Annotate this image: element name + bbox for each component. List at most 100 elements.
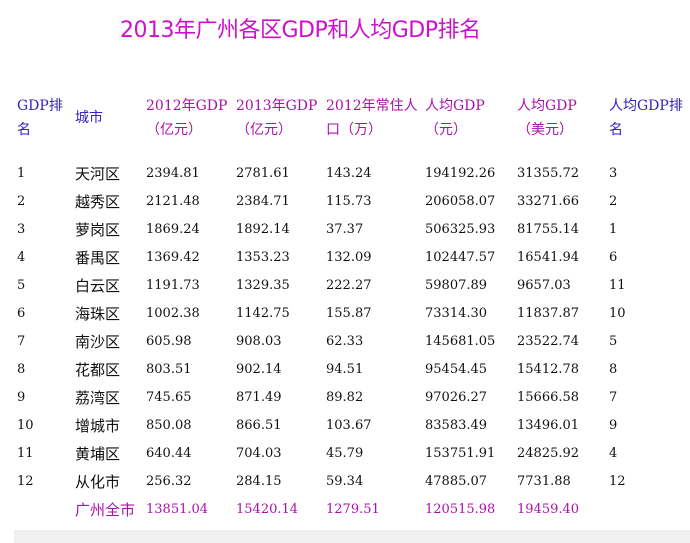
cell-per-capita-cny: 145681.05 <box>425 334 496 349</box>
cell-gdp-2012: 640.44 <box>146 446 192 461</box>
cell-per-capita-cny: 47885.07 <box>425 474 488 489</box>
table-row: 5 白云区 1191.73 1329.35 222.27 59807.89 9657.03 1… <box>14 272 690 300</box>
cell-per-capita-rank: 8 <box>609 362 618 377</box>
cell-per-capita-cny: 59807.89 <box>425 278 488 293</box>
cell-gdp-2012: 803.51 <box>146 362 192 377</box>
cell-city: 黄埔区 <box>75 445 121 463</box>
cell-gdp-2013: 284.15 <box>236 474 282 489</box>
cell-per-capita-cny: 153751.91 <box>425 446 496 461</box>
cell-gdp-2012: 1869.24 <box>146 222 200 237</box>
table-row: 12 从化市 256.32 284.15 59.34 47885.07 7731.88 12 <box>14 468 690 496</box>
table-row: 9 荔湾区 745.65 871.49 89.82 97026.27 15666.58 7 <box>14 384 690 412</box>
cell-per-capita-rank: 7 <box>609 390 618 405</box>
cell-population: 115.73 <box>326 194 372 209</box>
cell-gdp-2012: 605.98 <box>146 334 192 349</box>
cell-population: 132.09 <box>326 250 372 265</box>
table-row: 6 海珠区 1002.38 1142.75 155.87 73314.30 11837.87… <box>14 300 690 328</box>
cell-gdp-rank: 12 <box>17 474 34 489</box>
cell-gdp-2013: 1892.14 <box>236 222 290 237</box>
cell-gdp-rank: 8 <box>17 362 26 377</box>
cell-city: 海珠区 <box>75 305 121 323</box>
cell-per-capita-usd: 11837.87 <box>517 306 580 321</box>
cell-population: 143.24 <box>326 166 372 181</box>
cell-per-capita-rank: 11 <box>609 278 626 293</box>
cell-population: 62.33 <box>326 334 364 349</box>
header-per-capita-rank: 人均GDP排名 <box>609 98 683 138</box>
cell-gdp-2012: 1191.73 <box>146 278 200 293</box>
table-row: 1 天河区 2394.81 2781.61 143.24 194192.26 31355.7… <box>14 160 690 188</box>
cell-city: 从化市 <box>75 473 121 491</box>
cell-gdp-rank: 5 <box>17 278 26 293</box>
cell-gdp-2013: 2384.71 <box>236 194 290 209</box>
cell-gdp-2013: 1329.35 <box>236 278 290 293</box>
cell-per-capita-usd: 23522.74 <box>517 334 580 349</box>
cell-city: 萝岗区 <box>75 221 121 239</box>
total-cell-gdp-2012: 13851.04 <box>146 502 209 517</box>
cell-per-capita-usd: 33271.66 <box>517 194 580 209</box>
cell-city: 番禺区 <box>75 249 121 267</box>
table-header-row: GDP排名 城市 2012年GDP（亿元） 2013年GDP（亿元） 2012年… <box>14 76 690 160</box>
cell-gdp-2012: 2121.48 <box>146 194 200 209</box>
gdp-ranking-table: GDP排名 城市 2012年GDP（亿元） 2013年GDP（亿元） 2012年… <box>14 76 690 524</box>
cell-population: 89.82 <box>326 390 364 405</box>
table-row-total: 广州全市 13851.04 15420.14 1279.51 120515.98 1945… <box>14 496 690 524</box>
cell-gdp-2013: 902.14 <box>236 362 282 377</box>
header-gdp-2013: 2013年GDP（亿元） <box>236 98 318 138</box>
cell-per-capita-rank: 1 <box>609 222 618 237</box>
cell-per-capita-rank: 10 <box>609 306 626 321</box>
cell-per-capita-rank: 9 <box>609 418 618 433</box>
cell-gdp-rank: 6 <box>17 306 26 321</box>
cell-gdp-2012: 1002.38 <box>146 306 200 321</box>
cell-per-capita-cny: 506325.93 <box>425 222 496 237</box>
cell-per-capita-cny: 95454.45 <box>425 362 488 377</box>
table-row: 3 萝岗区 1869.24 1892.14 37.37 506325.93 81755.14… <box>14 216 690 244</box>
table-row: 7 南沙区 605.98 908.03 62.33 145681.05 23522.74 5 <box>14 328 690 356</box>
cell-population: 37.37 <box>326 222 364 237</box>
total-cell-gdp-rank <box>14 496 72 524</box>
cell-gdp-2012: 2394.81 <box>146 166 200 181</box>
cell-gdp-rank: 10 <box>17 418 34 433</box>
total-cell-per-capita-usd: 19459.40 <box>517 502 580 517</box>
total-cell-population: 1279.51 <box>326 502 380 517</box>
cell-per-capita-usd: 7731.88 <box>517 474 571 489</box>
cell-gdp-2013: 1353.23 <box>236 250 290 265</box>
table-row: 4 番禺区 1369.42 1353.23 132.09 102447.57 16541.9… <box>14 244 690 272</box>
header-city: 城市 <box>75 110 103 126</box>
cell-gdp-rank: 9 <box>17 390 26 405</box>
cell-per-capita-cny: 206058.07 <box>425 194 496 209</box>
cell-gdp-2012: 850.08 <box>146 418 192 433</box>
header-per-capita-gdp-cny: 人均GDP（元） <box>425 98 485 138</box>
cell-city: 荔湾区 <box>75 389 121 407</box>
header-gdp-rank: GDP排名 <box>17 98 63 138</box>
cell-per-capita-usd: 15666.58 <box>517 390 580 405</box>
cell-population: 45.79 <box>326 446 364 461</box>
table-row: 8 花都区 803.51 902.14 94.51 95454.45 15412.78 8 <box>14 356 690 384</box>
cell-per-capita-usd: 81755.14 <box>517 222 580 237</box>
cell-gdp-2012: 1369.42 <box>146 250 200 265</box>
cell-city: 天河区 <box>75 165 121 183</box>
footer-strip <box>14 530 690 543</box>
cell-per-capita-usd: 16541.94 <box>517 250 580 265</box>
table-row: 11 黄埔区 640.44 704.03 45.79 153751.91 24825.92 4 <box>14 440 690 468</box>
page-title: 2013年广州各区GDP和人均GDP排名 <box>120 18 481 43</box>
cell-city: 增城市 <box>75 417 121 435</box>
cell-gdp-rank: 2 <box>17 194 26 209</box>
header-gdp-2012: 2012年GDP（亿元） <box>146 98 228 138</box>
total-cell-per-capita-rank <box>606 496 690 524</box>
cell-per-capita-rank: 12 <box>609 474 626 489</box>
cell-gdp-rank: 1 <box>17 166 26 181</box>
total-cell-gdp-2013: 15420.14 <box>236 502 299 517</box>
cell-gdp-2013: 704.03 <box>236 446 282 461</box>
cell-per-capita-rank: 5 <box>609 334 618 349</box>
cell-per-capita-rank: 2 <box>609 194 618 209</box>
cell-gdp-2013: 2781.61 <box>236 166 290 181</box>
table-row: 10 增城市 850.08 866.51 103.67 83583.49 13496.01 9 <box>14 412 690 440</box>
cell-city: 南沙区 <box>75 333 121 351</box>
cell-per-capita-usd: 24825.92 <box>517 446 580 461</box>
table-row: 2 越秀区 2121.48 2384.71 115.73 206058.07 33271.6… <box>14 188 690 216</box>
cell-city: 白云区 <box>75 277 121 295</box>
cell-per-capita-cny: 73314.30 <box>425 306 488 321</box>
cell-gdp-2013: 1142.75 <box>236 306 290 321</box>
total-cell-city: 广州全市 <box>75 501 136 519</box>
cell-population: 94.51 <box>326 362 364 377</box>
